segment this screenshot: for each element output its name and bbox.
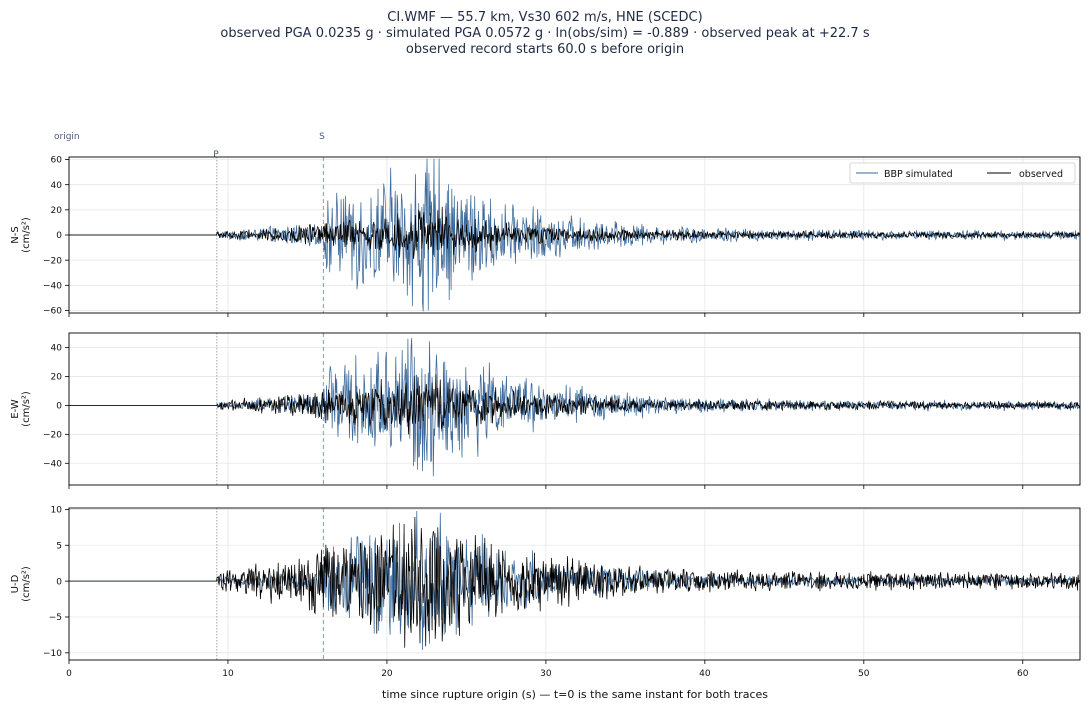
panel-e-w: −40 −20 0 20 40 E-W(cm/s²)	[10, 332, 1081, 489]
legend-simulated-label: BBP simulated	[884, 169, 953, 180]
y-tick-label: 40	[51, 181, 63, 191]
chart-title-line2: observed PGA 0.0235 g · simulated PGA 0.…	[220, 26, 869, 41]
y-axis-label-line1: U-D	[10, 574, 21, 593]
x-tick-label: 10	[222, 669, 234, 679]
panels: −60−40−200204060N-S(cm/s²)−40−2002040E-W…	[10, 156, 1081, 679]
y-axis-label-line1: E-W	[10, 399, 21, 419]
y-axis-label-line2: (cm/s²)	[21, 391, 32, 427]
x-axis-label: time since rupture origin (s) — t=0 is t…	[382, 688, 768, 701]
y-tick-label: −20	[43, 256, 62, 266]
y-tick-label: −40	[43, 282, 62, 292]
y-tick-label: −20	[43, 431, 62, 441]
plot-frame	[68, 507, 1081, 661]
trace-observed-n-s	[69, 206, 1081, 259]
trace-observed-e-w	[69, 374, 1081, 435]
legend-box	[849, 162, 1076, 184]
trace-observed-u-d	[69, 516, 1081, 648]
plot-frame	[68, 332, 1081, 486]
y-axis-label: U-D(cm/s²)	[10, 566, 32, 602]
chart-title-line1: CI.WMF — 55.7 km, Vs30 602 m/s, HNE (SCE…	[387, 10, 702, 25]
y-tick-label: 0	[56, 577, 62, 587]
x-tick-label: 20	[381, 669, 393, 679]
y-axis-label: E-W(cm/s²)	[10, 391, 32, 427]
origin-annotation: origin	[54, 132, 80, 142]
x-tick-label: 0	[66, 669, 72, 679]
s-annotation: S	[319, 132, 325, 142]
p-annotation: P	[213, 150, 219, 160]
y-tick-label: 5	[56, 541, 62, 551]
y-tick-label: 60	[51, 156, 63, 166]
y-tick-label: 20	[51, 373, 63, 383]
chart-title-line3: observed record starts 60.0 s before ori…	[406, 42, 684, 57]
y-axis-label-line2: (cm/s²)	[21, 566, 32, 602]
y-tick-label: −5	[49, 613, 62, 623]
y-axis-label-line2: (cm/s²)	[21, 217, 32, 253]
y-tick-label: 40	[51, 344, 63, 354]
y-tick-label: −40	[43, 459, 62, 469]
x-tick-label: 40	[699, 669, 711, 679]
y-axis-label: N-S(cm/s²)	[10, 217, 32, 253]
y-axis-label-line1: N-S	[10, 226, 21, 243]
panel-u-d: −10 −5 0 5 10 0 10 20 30 40 50 60 U-D(cm/s²)	[10, 506, 1081, 679]
y-tick-label: 20	[51, 206, 63, 216]
y-tick-label: −10	[43, 649, 62, 659]
x-tick-label: 60	[1017, 669, 1029, 679]
x-tick-label: 50	[858, 669, 870, 679]
legend-observed-label: observed	[1019, 169, 1063, 180]
y-tick-label: 10	[51, 506, 63, 516]
x-tick-label: 30	[540, 669, 552, 679]
y-tick-label: 0	[56, 231, 62, 241]
y-tick-label: −60	[43, 307, 62, 317]
legend: BBP simulated observed	[849, 162, 1076, 184]
y-tick-label: 0	[56, 402, 62, 412]
